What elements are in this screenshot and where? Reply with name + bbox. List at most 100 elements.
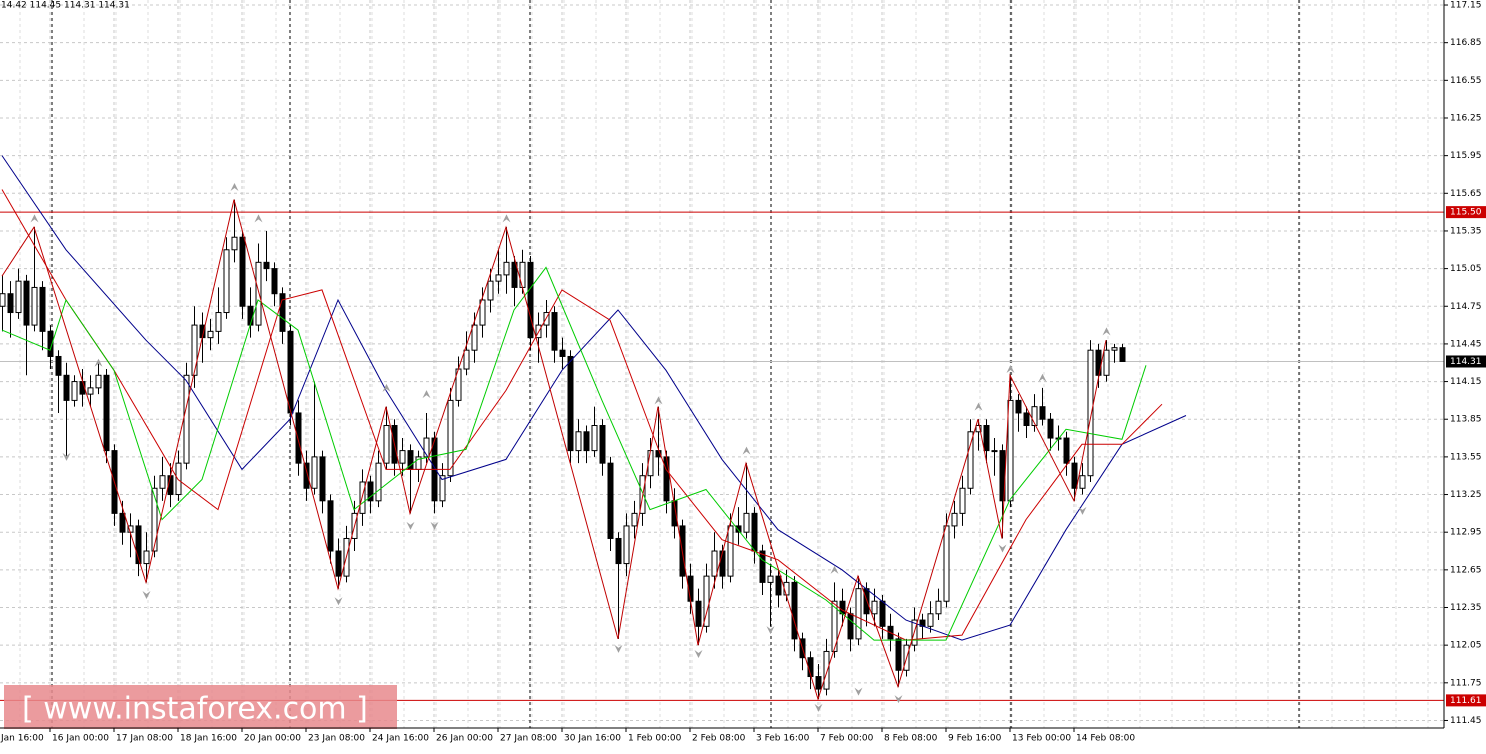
y-tick-label: 111.75 [1450, 678, 1482, 688]
candle-body [287, 330, 294, 414]
candle-body [815, 676, 822, 690]
candle-body [991, 450, 998, 453]
fractal-arrow [998, 544, 1007, 553]
candle-body [791, 581, 798, 640]
x-tick-label: 2 Feb 08:00 [692, 734, 746, 744]
fractal-arrow [334, 597, 343, 606]
x-tick-label: 24 Jan 16:00 [372, 734, 429, 744]
fractal-arrow [502, 214, 511, 223]
candle-body [0, 293, 6, 307]
candle-body [1047, 418, 1054, 439]
candle-body [279, 293, 286, 332]
candle-body [151, 487, 158, 552]
candle-body [823, 650, 830, 690]
candle-body [895, 638, 902, 671]
fractal-arrow [254, 214, 263, 223]
y-tick-label: 116.25 [1450, 113, 1482, 123]
fractal-arrow [614, 644, 623, 653]
candle-body [879, 600, 886, 627]
candle-body [319, 456, 326, 502]
candle-body [759, 550, 766, 583]
candle-body [175, 462, 182, 496]
fractal-arrow [654, 396, 663, 405]
candle-body [935, 600, 942, 615]
candle-body [615, 537, 622, 565]
candle-body [55, 355, 62, 376]
candle-body [63, 374, 70, 401]
candle-body [239, 236, 246, 307]
candle-body [975, 425, 982, 433]
level-label: 115.50 [1450, 208, 1482, 218]
y-tick-label: 112.65 [1450, 565, 1482, 575]
candle-body [967, 431, 974, 489]
y-tick-label: 114.45 [1450, 339, 1482, 349]
fractal-arrow [830, 565, 839, 574]
grid [0, 0, 1444, 728]
fractal-arrow [230, 183, 239, 192]
x-tick-label: 7 Feb 00:00 [820, 734, 874, 744]
fractal-arrow [30, 214, 39, 223]
candle-body [247, 305, 254, 326]
candle-body [983, 425, 990, 452]
fractal-arrow [854, 687, 863, 696]
candle-body [23, 280, 30, 326]
fractal-arrow [62, 452, 71, 461]
y-tick-label: 113.85 [1450, 415, 1482, 425]
candle-body [87, 387, 94, 395]
candle-body [943, 525, 950, 602]
candle-body [295, 412, 302, 464]
candle-body [767, 575, 774, 583]
candle-body [607, 462, 614, 539]
candle-body [1015, 399, 1022, 414]
current-price-box [1446, 355, 1486, 368]
candle-body [327, 500, 334, 552]
candle-body [703, 575, 710, 627]
candle-body [511, 261, 518, 288]
candle-body [15, 280, 22, 314]
level-label: 111.61 [1450, 696, 1482, 706]
fractal-arrow [694, 649, 703, 658]
candle-body [711, 550, 718, 577]
candle-body [215, 312, 222, 332]
candle-body [695, 600, 702, 627]
y-tick-label: 115.35 [1450, 226, 1482, 236]
candle-body [959, 487, 966, 514]
x-tick-label: 17 Jan 08:00 [116, 734, 173, 744]
fractal-arrow [406, 521, 415, 530]
candle-body [831, 600, 838, 652]
fractal-arrow [1078, 506, 1087, 515]
candle-body [719, 550, 726, 577]
candle-body [743, 512, 750, 533]
fractal-arrow [430, 521, 439, 530]
candle-body [503, 261, 510, 276]
watermark: [ www.instaforex.com ] [22, 692, 368, 727]
y-tick-label: 116.85 [1450, 38, 1482, 48]
y-tick-label: 117.15 [1450, 1, 1482, 11]
candle-body [335, 550, 342, 577]
candle-body [735, 525, 742, 533]
candle-body [31, 286, 38, 326]
candle-body [183, 374, 190, 464]
candle-body [231, 236, 238, 251]
x-tick-label: 14 Feb 08:00 [1076, 734, 1135, 744]
y-tick-label: 111.45 [1450, 716, 1482, 726]
candle-body [1063, 437, 1070, 464]
fractal-arrow [742, 446, 751, 455]
y-tick-label: 112.35 [1450, 603, 1482, 613]
candle-body [527, 261, 534, 339]
candle-body [1111, 347, 1118, 351]
candle-body [447, 399, 454, 477]
candle-body [927, 613, 934, 627]
x-tick-label: 13 Feb 00:00 [1012, 734, 1071, 744]
ohlc-header: 14.42 114.45 114.31 114.31 [1, 1, 130, 11]
candle-body [855, 588, 862, 640]
candle-body [519, 261, 526, 288]
candle-body [599, 425, 606, 464]
candle-body [223, 249, 230, 314]
candle-body [871, 600, 878, 615]
candle-body [559, 349, 566, 357]
candle-body [39, 286, 46, 332]
